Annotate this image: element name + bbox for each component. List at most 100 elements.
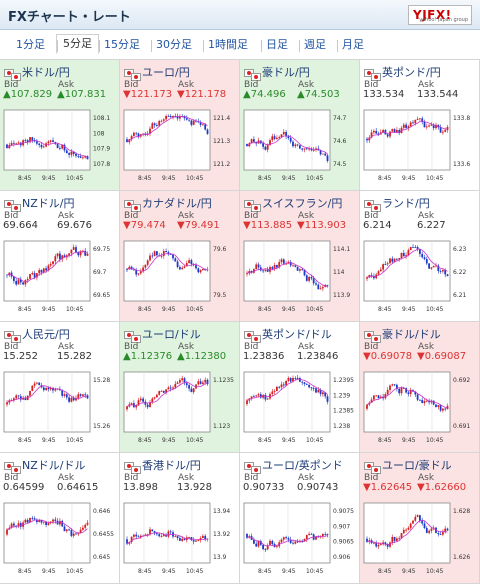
candle-body [26,278,29,281]
bid-value: ▼1.62645 [363,482,412,493]
pair-title[interactable]: 英ポンド/円 [364,64,441,81]
candle-body [202,268,204,271]
trend-arrow-icon: ▼ [243,220,251,231]
candle-body [419,249,421,254]
pair-title[interactable]: NZドル/ドル [4,457,85,474]
pair-title[interactable]: ユーロ/豪ドル [364,457,452,474]
ask-value-text: 13.928 [177,482,212,493]
candle-body [391,384,394,386]
tab-6[interactable]: 週足 [304,38,326,51]
tab-5[interactable]: 日足 [266,38,288,51]
candle-body [185,118,188,120]
pair-title[interactable]: カナダドル/円 [124,195,212,212]
rate-card[interactable]: NZドル/ドル Bid Ask 0.64599 0.64615 0.646 0.6455 0.… [0,453,120,584]
pair-title[interactable]: 豪ドル/円 [244,64,310,81]
rate-card[interactable]: 豪ドル/ドル Bid Ask ▼0.69078 ▼0.69087 0.692 0.691 8:… [360,322,480,453]
tab-2[interactable]: 15分足 [104,38,140,51]
pair-title[interactable]: NZドル/円 [4,195,75,212]
candle-body [370,132,373,138]
flag-icon [11,335,21,343]
rate-card[interactable]: ユーロ/ドル Bid Ask ▲1.12376 ▲1.12380 1.1235 1.123 8… [120,322,240,453]
bid-value-text: 0.69078 [370,351,413,362]
candle-body [172,387,174,389]
tab-1[interactable]: 5分足 [56,34,99,54]
tab-0[interactable]: 1分足 [16,38,45,51]
candle-body [22,398,24,400]
candle-body [276,386,278,392]
pair-name: NZドル/円 [22,197,75,210]
x-tick-label: 8:45 [258,568,272,575]
pair-title[interactable]: ユーロ/円 [124,64,190,81]
pair-title[interactable]: 米ドル/円 [4,64,70,81]
candle-body [165,251,167,253]
y-tick-label: 0.9075 [333,508,354,515]
candle-body [264,146,267,150]
tab-7[interactable]: 月足 [342,38,364,51]
candle-body [149,255,151,261]
trend-arrow-icon: ▲ [123,351,131,362]
pair-title[interactable]: 豪ドル/ドル [364,326,441,343]
mini-chart: 114.1 114 113.9 8:45 9:45 10:45 [243,240,350,313]
bid-value-text: 74.496 [250,89,286,100]
rate-card[interactable]: 香港ドル/円 Bid Ask 13.898 13.928 13.94 13.92 13.9 8:… [120,453,240,584]
rate-card[interactable]: 豪ドル/円 Bid Ask ▲74.496 ▲74.503 74.7 74.6 74.5 8:4… [240,60,360,191]
pair-title[interactable]: スイスフラン/円 [244,195,342,212]
bid-label: Bid [244,80,259,90]
rate-card[interactable]: ランド/円 Bid Ask 6.214 6.227 6.23 6.22 6.21 8:45 9:4… [360,191,480,322]
pair-title[interactable]: ユーロ/英ポンド [244,457,343,474]
candle-body [130,136,133,140]
rate-card[interactable]: スイスフラン/円 Bid Ask ▼113.885 ▼113.903 114.1 114 11… [240,191,360,322]
ask-value-text: 69.676 [57,220,92,231]
candle-body [156,125,158,126]
y-tick-label: 79.6 [213,246,227,253]
candle-body [393,384,396,386]
pair-title[interactable]: 香港ドル/円 [124,457,201,474]
candle-body [280,134,283,138]
rate-card[interactable]: 人民元/円 Bid Ask 15.252 15.282 15.28 15.26 8:45 9:4… [0,322,120,453]
candle-body [310,148,313,151]
ask-label: Ask [178,473,195,483]
candle-body [38,520,41,523]
ask-value-text: 107.831 [64,89,107,100]
candle-body [29,137,31,143]
pair-title[interactable]: 人民元/円 [4,326,70,343]
rate-card[interactable]: 英ポンド/ドル Bid Ask 1.23836 1.23846 1.2395 1.239 1.… [240,322,360,453]
tab-3[interactable]: 30分足 [156,38,192,51]
candle-body [262,544,264,550]
candle-body [282,537,285,540]
pair-title[interactable]: ユーロ/ドル [124,326,201,343]
rate-card[interactable]: 英ポンド/円 Bid Ask 133.534 133.544 133.8 133.6 8:45… [360,60,480,191]
x-tick-label: 9:45 [162,175,176,182]
ask-value-text: 79.491 [184,220,220,231]
rate-card[interactable]: ユーロ/円 Bid Ask ▼121.173 ▼121.178 121.4 121.3 121… [120,60,240,191]
ask-value-text: 74.503 [304,89,340,100]
chart-plot-area [123,502,211,564]
candle-body [308,148,310,150]
pair-title[interactable]: ランド/円 [364,195,430,212]
candle-body [319,150,322,155]
candle-body [287,378,290,381]
candle-body [158,121,161,126]
candle-body [15,525,18,527]
candle-body [444,408,447,410]
rate-card[interactable]: 米ドル/円 Bid Ask ▲107.829 ▲107.831 108.1 108 107.9… [0,60,120,191]
bid-value-text: 6.214 [363,220,392,231]
bid-value-text: 0.90733 [243,482,285,493]
candle-body [190,260,193,265]
candle-body [47,265,50,271]
rate-card[interactable]: カナダドル/円 Bid Ask ▼79.474 ▼79.491 79.6 79.5 8:45 9… [120,191,240,322]
rate-card[interactable]: ユーロ/豪ドル Bid Ask ▼1.62645 ▼1.62660 1.628 1.626 8… [360,453,480,584]
candle-body [326,155,329,161]
yjfx-logo[interactable]: YJFX! yahoo! japan group [408,5,472,25]
rate-card[interactable]: NZドル/円 Bid Ask 69.664 69.676 69.75 69.7 69.65 8:… [0,191,120,322]
x-tick-label: 10:45 [306,306,323,313]
bid-value: 0.64599 [3,482,44,493]
candle-body [305,383,308,385]
ask-label: Ask [58,473,75,483]
candle-body [176,536,179,539]
y-tick-label: 13.94 [213,508,230,515]
candle-body [276,137,278,139]
pair-title[interactable]: 英ポンド/ドル [244,326,332,343]
tab-4[interactable]: 1時間足 [208,38,248,51]
rate-card[interactable]: ユーロ/英ポンド Bid Ask 0.90733 0.90743 0.9075 0.907 0… [240,453,360,584]
